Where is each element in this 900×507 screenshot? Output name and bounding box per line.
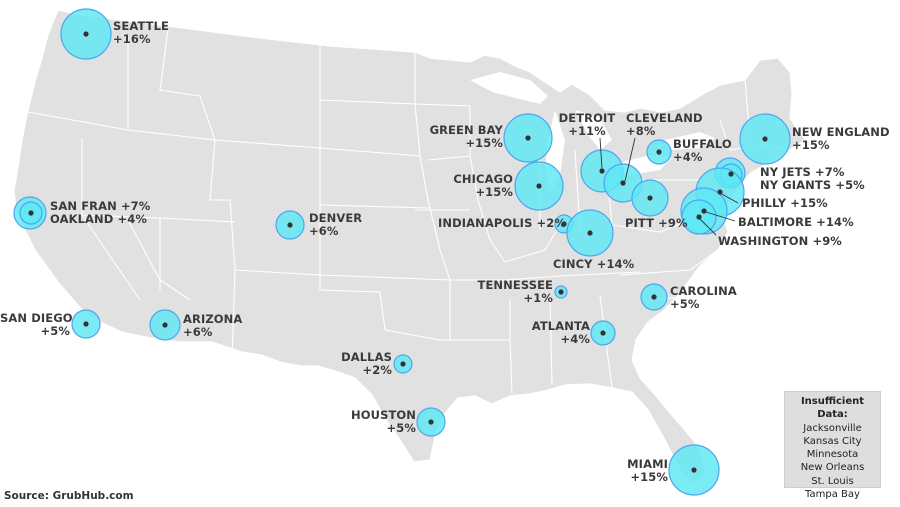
- label-denver-name: DENVER: [309, 211, 363, 225]
- label-oakland: OAKLAND +4%: [50, 212, 147, 226]
- label-tennessee: TENNESSEE +1%: [470, 279, 553, 305]
- leader-lines: [599, 137, 739, 236]
- label-pitt-text: PITT +9%: [625, 216, 688, 230]
- label-indianapolis: INDIANAPOLIS +2%: [438, 217, 566, 230]
- legend-item: New Orleans: [800, 462, 865, 474]
- label-buffalo: BUFFALO +4%: [673, 138, 732, 164]
- legend-title: Insufficient Data:: [800, 396, 865, 421]
- label-seattle-name: SEATTLE: [113, 19, 169, 33]
- legend-item: Jacksonville: [803, 422, 862, 434]
- label-miami-change: +15%: [630, 470, 668, 484]
- label-green-bay-change: +15%: [465, 136, 503, 150]
- label-seattle-change: +16%: [113, 32, 151, 46]
- label-denver-change: +6%: [309, 224, 339, 238]
- label-buffalo-change: +4%: [673, 150, 703, 164]
- label-washington-text: WASHINGTON +9%: [718, 234, 842, 248]
- label-ny-giants: NY GIANTS +5%: [760, 178, 865, 192]
- label-san-diego: SAN DIEGO +5%: [0, 311, 73, 338]
- label-indianapolis-text: INDIANAPOLIS +2%: [438, 216, 567, 230]
- label-dallas-change: +2%: [362, 363, 392, 377]
- label-new-england: NEW ENGLAND +15%: [792, 126, 890, 152]
- label-houston-change: +5%: [386, 421, 416, 435]
- label-ny-jets: NY JETS +7%: [760, 165, 845, 179]
- label-ny-teams: NY JETS +7% NY GIANTS +5%: [760, 166, 865, 192]
- label-bay-area: SAN FRAN +7% OAKLAND +4%: [50, 200, 150, 226]
- label-green-bay: GREEN BAY +15%: [410, 124, 503, 150]
- label-green-bay-name: GREEN BAY: [429, 123, 503, 137]
- label-san-fran: SAN FRAN +7%: [50, 199, 151, 213]
- label-philly-text: PHILLY +15%: [742, 196, 828, 210]
- legend-item: Kansas City: [803, 435, 862, 447]
- label-san-diego-name: SAN DIEGO: [0, 311, 73, 325]
- label-arizona-change: +6%: [183, 325, 213, 339]
- label-cleveland-change: +8%: [626, 124, 656, 138]
- label-tennessee-change: +1%: [523, 291, 553, 305]
- label-new-england-change: +15%: [792, 138, 830, 152]
- label-detroit-change: +11%: [568, 124, 606, 138]
- label-cleveland: CLEVELAND +8%: [626, 112, 703, 138]
- label-miami: MIAMI +15%: [610, 458, 668, 484]
- label-chicago: CHICAGO +15%: [430, 173, 513, 199]
- label-tennessee-name: TENNESSEE: [477, 278, 553, 292]
- source-credit: Source: GrubHub.com: [4, 490, 134, 502]
- label-atlanta: ATLANTA +4%: [520, 320, 590, 346]
- label-dallas: DALLAS +2%: [330, 351, 392, 377]
- label-houston-name: HOUSTON: [351, 408, 416, 422]
- insufficient-data-legend: Insufficient Data: Jacksonville Kansas C…: [784, 391, 881, 500]
- bubble-centers: [28, 31, 768, 473]
- label-washington: WASHINGTON +9%: [718, 235, 842, 248]
- label-detroit-name: DETROIT: [558, 111, 616, 125]
- label-baltimore-text: BALTIMORE +14%: [738, 215, 854, 229]
- label-houston: HOUSTON +5%: [340, 409, 416, 435]
- label-carolina-change: +5%: [670, 297, 700, 311]
- label-dallas-name: DALLAS: [341, 350, 392, 364]
- label-san-diego-change: +5%: [40, 324, 70, 338]
- label-denver: DENVER +6%: [309, 212, 362, 238]
- label-buffalo-name: BUFFALO: [673, 137, 732, 151]
- label-seattle: SEATTLE +16%: [113, 20, 169, 46]
- label-chicago-change: +15%: [475, 185, 513, 199]
- label-cleveland-name: CLEVELAND: [626, 111, 703, 125]
- label-detroit: DETROIT +11%: [556, 112, 618, 138]
- label-cincy: CINCY +14%: [553, 258, 634, 271]
- label-baltimore: BALTIMORE +14%: [738, 216, 854, 229]
- legend-item: Minnesota: [806, 449, 859, 461]
- label-carolina: CAROLINA +5%: [670, 285, 737, 311]
- label-cincy-text: CINCY +14%: [553, 257, 635, 271]
- label-miami-name: MIAMI: [627, 457, 668, 471]
- label-atlanta-change: +4%: [560, 332, 590, 346]
- label-chicago-name: CHICAGO: [453, 172, 513, 186]
- legend-item: St. Louis: [811, 475, 854, 487]
- label-arizona: ARIZONA +6%: [183, 313, 242, 339]
- label-atlanta-name: ATLANTA: [531, 319, 590, 333]
- label-philly: PHILLY +15%: [742, 197, 828, 210]
- legend-item: Tampa Bay: [805, 489, 860, 501]
- label-new-england-name: NEW ENGLAND: [792, 125, 890, 139]
- label-pitt: PITT +9%: [625, 217, 688, 230]
- label-carolina-name: CAROLINA: [670, 284, 737, 298]
- label-arizona-name: ARIZONA: [183, 312, 243, 326]
